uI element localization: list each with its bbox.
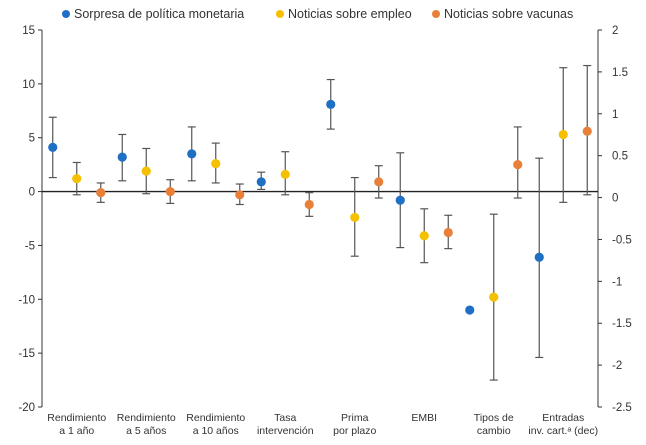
axes: 15 10 5 0 -5 -10 -15 -20 2 1.5 1 0.5 0 -0.5 -1 -1.5 -2 -2… xyxy=(18,25,631,414)
right-tick-label: -0.5 xyxy=(612,234,632,246)
data-point xyxy=(443,227,453,238)
legend-entry: Noticias sobre vacunas xyxy=(444,7,573,21)
right-tick-label: 2 xyxy=(612,25,618,37)
right-tick-label: -2.5 xyxy=(612,402,632,414)
left-tick-label: -5 xyxy=(25,240,35,252)
data-point xyxy=(304,199,314,210)
data-point xyxy=(489,292,499,302)
data-point xyxy=(350,212,360,223)
data-point xyxy=(141,166,151,176)
data-points xyxy=(48,99,592,315)
right-tick-label: 0 xyxy=(612,193,618,205)
data-point xyxy=(235,190,245,200)
category-label: a 1 año xyxy=(59,425,94,437)
category-label: por plazo xyxy=(333,425,376,437)
data-point xyxy=(582,126,592,136)
legend-marker xyxy=(276,10,284,18)
category-label: intervención xyxy=(257,425,314,437)
data-point xyxy=(211,158,221,169)
category-label: inv. cart.ᵃ (dec) xyxy=(528,425,598,437)
category-label: Tipos de xyxy=(474,412,514,424)
category-label: cambio xyxy=(477,425,511,437)
data-point xyxy=(48,142,58,153)
category-label: a 10 años xyxy=(193,425,239,437)
right-tick-label: -1.5 xyxy=(612,318,632,330)
right-tick-label: 1 xyxy=(612,109,618,121)
data-point xyxy=(419,231,429,241)
category-label: Tasa xyxy=(274,412,296,424)
right-tick-label: 0.5 xyxy=(612,151,628,163)
data-point xyxy=(326,99,336,109)
data-point xyxy=(96,188,106,198)
legend-marker xyxy=(432,10,440,18)
category-label: Entradas xyxy=(542,412,584,424)
data-point xyxy=(165,186,175,197)
category-label: a 5 años xyxy=(126,425,166,437)
legend-marker xyxy=(62,10,70,18)
left-tick-label: 0 xyxy=(29,187,35,199)
data-point xyxy=(395,195,405,205)
right-tick-label: 1.5 xyxy=(612,67,628,79)
left-tick-label: -20 xyxy=(18,402,35,414)
left-tick-label: -10 xyxy=(18,294,35,306)
error-bars xyxy=(48,64,592,381)
left-tick-label: 10 xyxy=(22,79,35,91)
right-tick-label: -1 xyxy=(612,276,622,288)
left-tick-label: -15 xyxy=(18,348,35,360)
data-point xyxy=(256,177,266,187)
data-point xyxy=(280,169,290,179)
data-point xyxy=(534,252,544,262)
data-point xyxy=(72,174,82,184)
category-label: Rendimiento xyxy=(186,412,245,424)
legend-entry: Sorpresa de política monetaria xyxy=(74,7,244,21)
data-point xyxy=(374,177,384,187)
data-point xyxy=(117,152,127,162)
legend: Sorpresa de política monetaria Noticias s… xyxy=(62,7,573,21)
data-point xyxy=(513,160,523,170)
data-point xyxy=(187,149,197,159)
data-point xyxy=(465,305,475,315)
data-point xyxy=(558,129,568,140)
category-label: Prima xyxy=(341,412,369,424)
category-label: Rendimiento xyxy=(117,412,176,424)
right-tick-label: -2 xyxy=(612,360,622,372)
category-label: Rendimiento xyxy=(47,412,106,424)
legend-entry: Noticias sobre empleo xyxy=(288,7,412,21)
category-label: EMBI xyxy=(411,412,437,424)
left-tick-label: 5 xyxy=(29,133,35,145)
left-tick-label: 15 xyxy=(22,25,35,37)
